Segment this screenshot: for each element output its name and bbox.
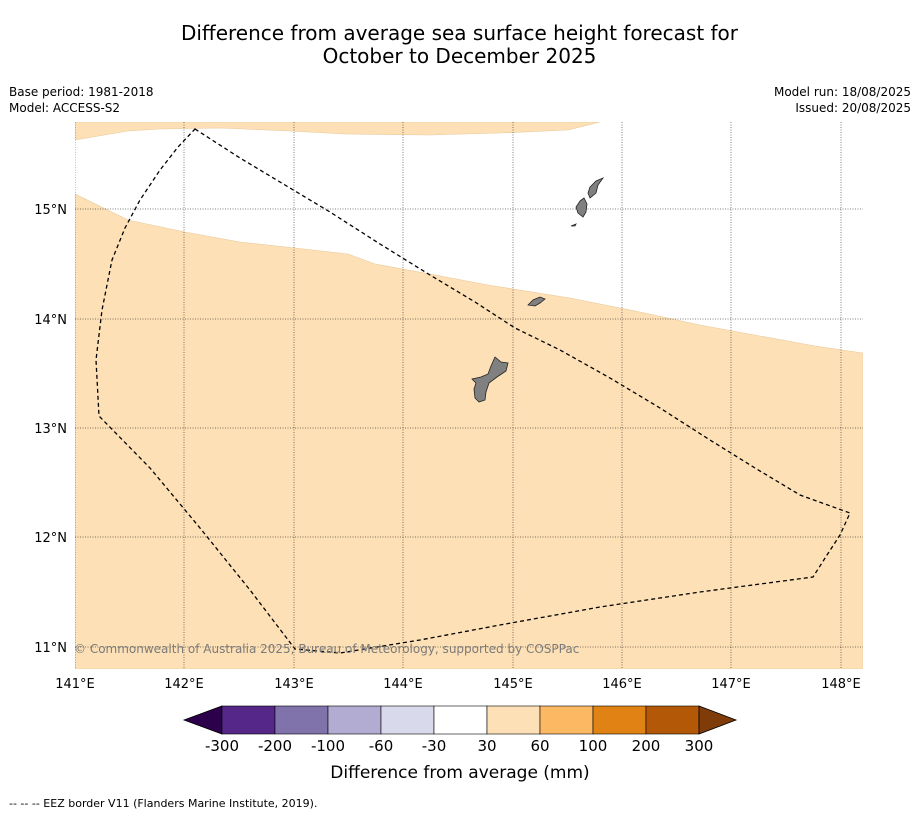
- model-name: Model: ACCESS-S2: [9, 101, 121, 115]
- model-run: Model run: 18/08/2025: [773, 85, 911, 99]
- colorbar-title: Difference from average (mm): [330, 763, 589, 783]
- colorbar-tick-label: 60: [530, 737, 549, 755]
- colorbar-segment: [433, 705, 488, 735]
- lat-label: 12°N: [34, 531, 67, 546]
- lon-label: 147°E: [711, 677, 751, 692]
- colorbar-tick-label: 30: [477, 737, 496, 755]
- eez-footnote: -- -- -- EEZ border V11 (Flanders Marine…: [9, 797, 318, 810]
- lon-label: 144°E: [383, 677, 423, 692]
- colorbar-tick-label: -60: [369, 737, 394, 755]
- gridlines: [75, 122, 863, 669]
- title-line-1: Difference from average sea surface heig…: [180, 21, 739, 45]
- copyright-credit: © Commonwealth of Australia 2025, Bureau…: [74, 642, 579, 656]
- lat-label: 13°N: [34, 422, 67, 437]
- islands: [471, 177, 605, 403]
- guam-island: [471, 356, 509, 403]
- lon-label: 148°E: [821, 677, 861, 692]
- colorbar: -300 -200 -100 -60 -30 30 60 100 200 300…: [182, 705, 738, 783]
- colorbar-segment: [645, 705, 700, 735]
- lon-label: 142°E: [164, 677, 204, 692]
- rota-island: [527, 296, 546, 307]
- colorbar-segment: [592, 705, 647, 735]
- lon-label: 143°E: [274, 677, 314, 692]
- map-title: Difference from average sea surface heig…: [0, 22, 919, 68]
- colorbar-tick-label: -200: [258, 737, 292, 755]
- title-line-2: October to December 2025: [322, 44, 597, 68]
- longitude-labels: 141°E 142°E 143°E 144°E 145°E 146°E 147°…: [55, 677, 861, 692]
- aguijan-islet: [570, 223, 577, 227]
- colorbar-tick-label: 100: [579, 737, 608, 755]
- colorbar-tick-label: -30: [422, 737, 447, 755]
- colorbar-tick-label: 200: [632, 737, 661, 755]
- lat-label: 11°N: [34, 641, 67, 656]
- tinian-island: [575, 197, 588, 218]
- map-area: [75, 122, 863, 669]
- issued-date: Issued: 20/08/2025: [795, 101, 911, 115]
- colorbar-segment: [274, 705, 329, 735]
- latitude-labels: 15°N 14°N 13°N 12°N 11°N: [34, 203, 67, 656]
- colorbar-segment: [539, 705, 594, 735]
- lon-label: 145°E: [493, 677, 533, 692]
- saipan-island: [587, 177, 605, 199]
- colorbar-segment: [486, 705, 541, 735]
- colorbar-segment: [221, 705, 276, 735]
- colorbar-tick-label: -300: [205, 737, 239, 755]
- lat-label: 15°N: [34, 203, 67, 218]
- anomaly-region-north: [75, 122, 601, 141]
- colorbar-segment: [327, 705, 382, 735]
- lat-label: 14°N: [34, 313, 67, 328]
- run-info: Model run: 18/08/2025 Issued: 20/08/2025: [774, 84, 911, 116]
- base-period: Base period: 1981-2018: [9, 85, 154, 99]
- lon-label: 146°E: [602, 677, 642, 692]
- colorbar-extend-low: [182, 705, 223, 735]
- colorbar-tick-label: -100: [311, 737, 345, 755]
- colorbar-segment: [380, 705, 435, 735]
- eez-border: [95, 128, 851, 654]
- colorbar-tick-label: 300: [685, 737, 714, 755]
- anomaly-region-main: [75, 193, 863, 669]
- lon-label: 141°E: [55, 677, 95, 692]
- colorbar-extend-high: [698, 705, 738, 735]
- model-info: Base period: 1981-2018 Model: ACCESS-S2: [9, 84, 154, 116]
